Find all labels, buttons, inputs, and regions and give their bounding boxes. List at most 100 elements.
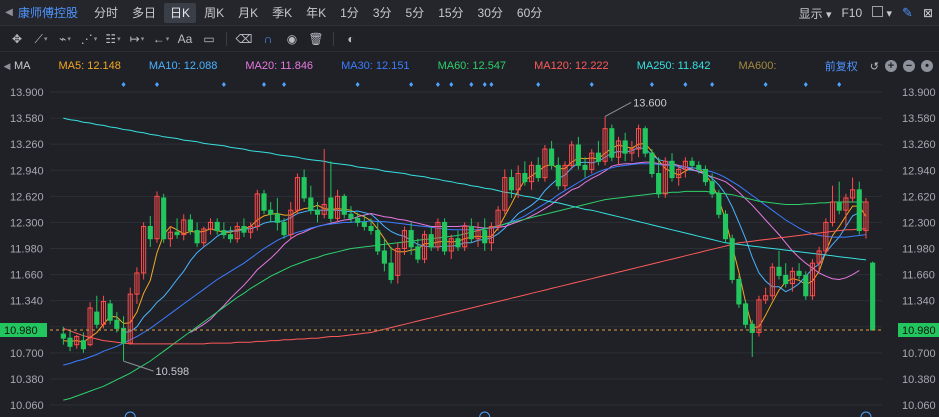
wave-tool-icon[interactable]: ⋰ ▾ bbox=[80, 32, 98, 46]
candle-body bbox=[502, 177, 508, 211]
tab-fenshi[interactable]: 分时 bbox=[94, 5, 119, 20]
candle-body bbox=[803, 274, 809, 297]
magnet-icon[interactable]: ∩ bbox=[263, 32, 273, 46]
event-marker bbox=[449, 82, 454, 87]
reset-icon[interactable]: ↺ bbox=[869, 60, 879, 73]
candle bbox=[221, 222, 227, 239]
candle bbox=[602, 116, 608, 166]
candle bbox=[488, 222, 494, 251]
candle bbox=[435, 218, 441, 251]
bottom-marker bbox=[860, 411, 872, 417]
f10-button[interactable]: F10 bbox=[841, 6, 863, 20]
zoom-out-icon[interactable]: − bbox=[903, 60, 915, 72]
candle-body bbox=[549, 148, 555, 166]
comment-tool-icon[interactable]: ▭ bbox=[203, 32, 215, 46]
tab-60min[interactable]: 60分 bbox=[516, 5, 543, 20]
candle-body bbox=[201, 228, 207, 244]
eraser-icon[interactable]: ⌫ bbox=[235, 32, 253, 46]
tab-3min[interactable]: 3分 bbox=[372, 5, 392, 20]
candle-body bbox=[381, 250, 387, 264]
move-cross-icon[interactable]: ✥ bbox=[11, 32, 23, 46]
y-tick-left: 11.980 bbox=[10, 244, 43, 256]
chart-grid: 13.900 13.900 13.580 13.580 13.260 13.260 12.9… bbox=[10, 87, 936, 412]
candle bbox=[74, 334, 80, 349]
candle bbox=[850, 177, 856, 203]
tab-quarterly-k[interactable]: 季K bbox=[272, 5, 293, 20]
y-tick-left: 12.620 bbox=[10, 191, 44, 203]
y-tick-left: 13.900 bbox=[10, 87, 44, 99]
layout-dropdown[interactable]: ▾ bbox=[872, 6, 892, 20]
tab-yearly-k[interactable]: 年K bbox=[306, 5, 327, 20]
collapse-caret-icon[interactable]: ◀ bbox=[3, 60, 11, 71]
candle-body bbox=[241, 225, 247, 233]
candle bbox=[281, 218, 287, 239]
tab-30min[interactable]: 30分 bbox=[477, 5, 503, 20]
eye-icon[interactable]: ◉ bbox=[286, 32, 298, 46]
candle bbox=[462, 222, 468, 251]
event-marker bbox=[763, 82, 768, 87]
kline-chart[interactable]: 13.900 13.900 13.580 13.580 13.260 13.260 12.9… bbox=[0, 78, 939, 417]
candle-body bbox=[863, 201, 869, 232]
tab-daily-k[interactable]: 日K bbox=[164, 2, 197, 23]
candle bbox=[642, 126, 648, 158]
candle bbox=[508, 169, 515, 198]
candle-body bbox=[154, 195, 160, 240]
candle-body bbox=[167, 231, 173, 240]
y-tick-left: 13.260 bbox=[10, 139, 44, 151]
candle bbox=[201, 226, 207, 247]
trash-icon[interactable]: 🗑 bbox=[308, 32, 324, 46]
y-tick-right: 13.260 bbox=[902, 139, 936, 151]
stock-name[interactable]: 康师傅控股 bbox=[18, 6, 79, 20]
display-label: 显示 bbox=[798, 6, 823, 21]
candle-body bbox=[60, 333, 66, 339]
candle-body bbox=[783, 274, 789, 285]
candle-body bbox=[615, 140, 622, 158]
event-marker bbox=[803, 82, 808, 87]
y-tick-right: 11.980 bbox=[902, 244, 935, 256]
range-tool-icon[interactable]: ↦ ▾ bbox=[129, 32, 145, 46]
tab-weekly-k[interactable]: 周K bbox=[204, 5, 225, 20]
ma-legend: ◀ MA MA5: 12.148 MA10: 12.088 MA20: 11.8… bbox=[0, 54, 939, 78]
close-icon[interactable]: ⊠ bbox=[922, 6, 933, 20]
y-tick-left: 12.940 bbox=[10, 165, 44, 177]
candle-body bbox=[495, 209, 501, 227]
text-tool-icon[interactable]: Aa bbox=[177, 32, 193, 46]
tab-1min[interactable]: 1分 bbox=[340, 5, 359, 20]
candle-body bbox=[789, 270, 795, 285]
pen-icon[interactable]: ✎ bbox=[902, 5, 913, 20]
candle bbox=[214, 218, 220, 235]
polyline-tool-icon[interactable]: ⌁ ▾ bbox=[59, 32, 71, 46]
arrow-tool-icon[interactable]: ← ▾ bbox=[152, 32, 170, 46]
candle bbox=[114, 312, 120, 333]
tab-5min[interactable]: 5分 bbox=[405, 5, 425, 20]
candle bbox=[207, 218, 214, 235]
fibonacci-tool-icon[interactable]: ☷ ▾ bbox=[105, 32, 121, 46]
toggle-icon[interactable]: ◐ bbox=[347, 32, 355, 46]
candle-body bbox=[428, 234, 434, 248]
candle bbox=[294, 173, 301, 215]
candle-body bbox=[488, 225, 494, 244]
candle-body bbox=[696, 164, 702, 170]
display-dropdown[interactable]: 显示 ▾ bbox=[799, 5, 832, 22]
adjust-dropdown[interactable]: 前复权 bbox=[824, 61, 858, 73]
ma-title[interactable]: MA bbox=[14, 60, 31, 72]
y-tick-left: 12.300 bbox=[10, 217, 44, 229]
candle-body bbox=[468, 225, 474, 240]
line-tool-icon[interactable]: ⟋ ▾ bbox=[34, 31, 48, 46]
ma120-label: MA120: 12.222 bbox=[534, 60, 609, 72]
tab-15min[interactable]: 15分 bbox=[438, 5, 464, 20]
candle bbox=[254, 189, 260, 231]
candle bbox=[702, 165, 709, 186]
collapse-caret-icon[interactable]: ◀ bbox=[5, 7, 13, 18]
settings-icon[interactable]: • bbox=[921, 60, 933, 72]
candle-body bbox=[602, 128, 608, 162]
candle bbox=[181, 214, 187, 241]
zoom-in-icon[interactable]: + bbox=[885, 60, 897, 72]
annotation-leader bbox=[123, 360, 154, 372]
tab-duori[interactable]: 多日 bbox=[132, 5, 157, 20]
candle-body bbox=[629, 148, 635, 154]
candle-body bbox=[100, 300, 107, 325]
tab-monthly-k[interactable]: 月K bbox=[238, 5, 259, 20]
y-tick-left: 11.340 bbox=[10, 296, 43, 308]
candle bbox=[716, 189, 722, 219]
